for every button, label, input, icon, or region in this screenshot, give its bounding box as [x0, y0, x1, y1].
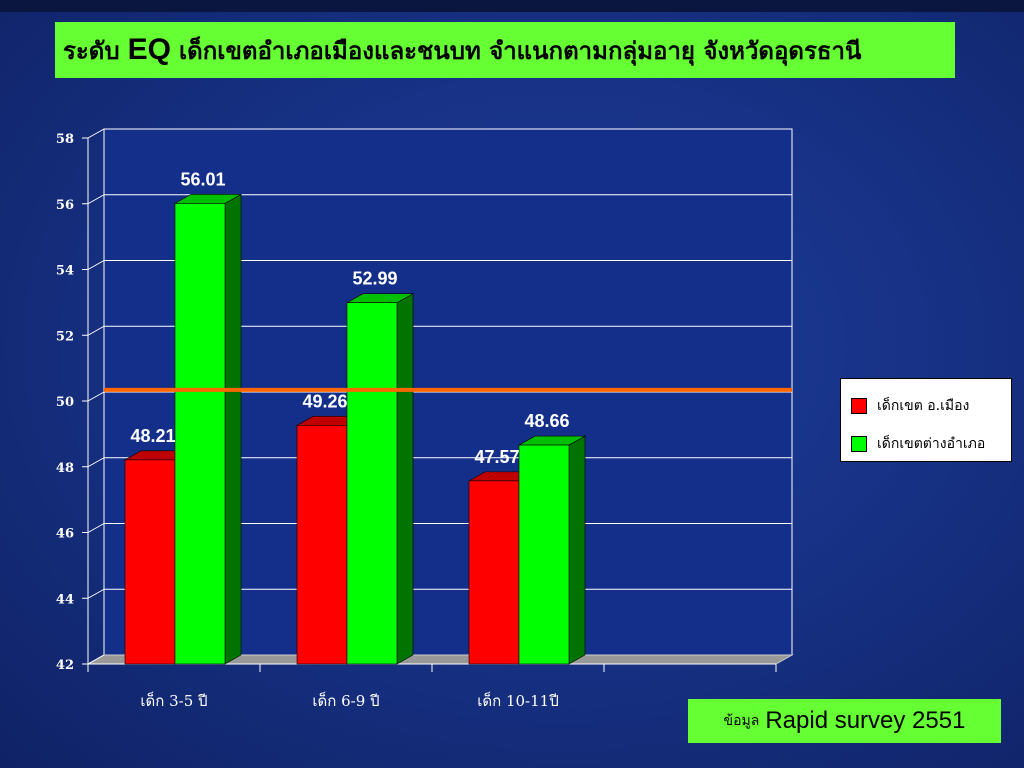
bar-side [568, 435, 586, 665]
bar-side [396, 293, 414, 665]
y-tick-diagonal [87, 523, 105, 533]
y-tick-diagonal [87, 194, 105, 205]
y-tick-diagonal [87, 457, 105, 468]
x-tick-label: เด็ก 10-11ปี [477, 691, 558, 710]
source-box: ข้อมูล Rapid survey 2551 [688, 699, 1001, 743]
title-eq: EQ [127, 33, 171, 66]
legend-label-series1: เด็กเขต อ.เมือง [877, 398, 970, 414]
bar [296, 425, 348, 665]
y-tick-label: 50 [56, 395, 74, 410]
title-prefix: ระดับ [63, 35, 120, 65]
legend-item-series2: เด็กเขตต่างอำเภอ [851, 433, 985, 455]
y-tick-diagonal [87, 588, 105, 599]
bar [518, 444, 570, 665]
data-label: 47.57 [474, 447, 519, 467]
legend: เด็กเขต อ.เมือง เด็กเขตต่างอำเภอ [840, 378, 1012, 462]
y-tick-diagonal [87, 654, 105, 665]
x-tick-label: เด็ก 6-9 ปี [312, 691, 379, 710]
x-tick-label: เด็ก 3-5 ปี [140, 691, 207, 710]
bar-side [224, 193, 242, 665]
y-tick-label: 56 [56, 198, 74, 213]
source-label: ข้อมูล [723, 713, 760, 729]
legend-swatch-series2 [851, 436, 867, 452]
y-tick-label: 42 [56, 658, 74, 673]
y-tick-label: 46 [56, 527, 74, 542]
bar [468, 480, 520, 665]
y-tick-label: 48 [56, 461, 74, 476]
legend-item-series1: เด็กเขต อ.เมือง [851, 395, 969, 417]
title-banner: ระดับ EQ เด็กเขตอำเภอเมืองและชนบท จำแนกต… [55, 22, 955, 78]
data-label: 52.99 [352, 269, 397, 289]
y-tick-diagonal [87, 260, 105, 270]
y-tick-diagonal [87, 325, 105, 336]
y-tick-label: 44 [56, 592, 74, 607]
source-value: Rapid survey 2551 [765, 707, 966, 734]
top-strip [0, 0, 1024, 12]
y-tick-label: 52 [56, 329, 74, 344]
data-label: 56.01 [180, 169, 225, 189]
title-rest: เด็กเขตอำเภอเมืองและชนบท จำแนกตามกลุ่มอา… [178, 35, 862, 65]
legend-label-series2: เด็กเขตต่างอำเภอ [877, 436, 986, 452]
y-tick-diagonal [87, 128, 105, 139]
y-tick-diagonal [87, 391, 105, 402]
y-tick-label: 54 [56, 264, 74, 279]
bar [124, 459, 176, 665]
y-tick-label: 58 [56, 132, 74, 147]
bar [346, 302, 398, 665]
legend-swatch-series1 [851, 398, 867, 414]
bar [174, 203, 226, 665]
data-label: 48.21 [130, 426, 175, 446]
data-label: 48.66 [524, 411, 569, 431]
data-label: 49.26 [302, 391, 347, 411]
